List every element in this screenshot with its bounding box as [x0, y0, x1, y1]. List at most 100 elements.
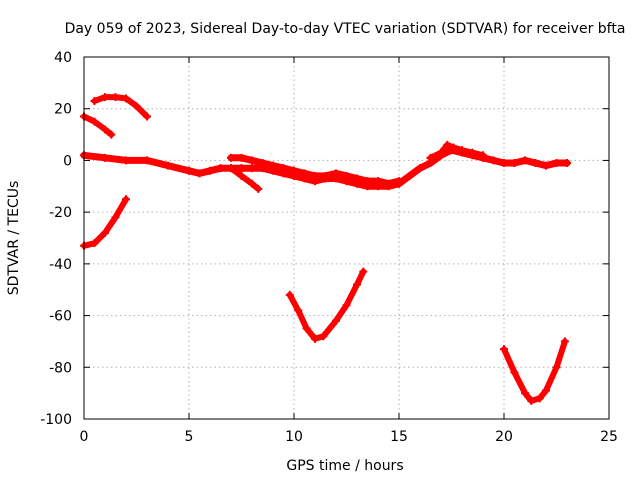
- plot-frame: [83, 56, 610, 420]
- chart-title: Day 059 of 2023, Sidereal Day-to-day VTE…: [65, 21, 626, 37]
- x-tick-label: 10: [285, 429, 303, 445]
- data-point: [500, 159, 508, 168]
- data-point: [269, 161, 277, 170]
- data-point: [542, 386, 550, 395]
- y-axis-label: SDTVAR / TECUs: [6, 181, 22, 296]
- data-point: [359, 267, 368, 276]
- data-point: [237, 164, 246, 173]
- data-point: [285, 290, 294, 299]
- x-tick-label: 5: [185, 429, 194, 445]
- data-point: [449, 143, 458, 152]
- data-point: [311, 171, 319, 180]
- series-track-early-decline: [81, 113, 115, 138]
- x-axis-label: GPS time / hours: [286, 458, 403, 474]
- x-tick-label: 15: [390, 429, 408, 445]
- axis-ticks: [83, 56, 610, 420]
- data-point: [353, 280, 361, 289]
- y-tick-label: 40: [54, 50, 72, 66]
- data-point: [395, 177, 403, 186]
- data-point: [258, 159, 267, 168]
- data-point: [468, 148, 477, 157]
- y-tick-label: -20: [49, 205, 72, 221]
- data-point: [185, 166, 193, 175]
- data-point: [363, 177, 372, 186]
- data-point: [143, 156, 151, 165]
- data-point: [426, 153, 435, 162]
- data-point: [405, 171, 414, 180]
- data-point: [510, 159, 519, 168]
- data-point: [248, 164, 256, 173]
- x-tick-labels: 0 5 10 15 20 25: [80, 429, 618, 445]
- data-point: [294, 306, 303, 315]
- series-track-21h-dip: [501, 338, 568, 404]
- data-point: [122, 195, 130, 204]
- data-point: [101, 153, 109, 162]
- y-tick-label: -60: [49, 309, 72, 325]
- y-tick-labels: -100 -80 -60 -40 -20 0 20 40: [40, 50, 72, 428]
- data-point: [510, 368, 519, 377]
- data-point: [527, 396, 536, 405]
- data-point: [332, 316, 340, 325]
- y-tick-label: -100: [40, 412, 72, 428]
- series-track-early-rise: [81, 196, 129, 249]
- data-point: [552, 159, 561, 168]
- data-point: [90, 239, 99, 248]
- data-point: [332, 169, 340, 178]
- grid: [84, 57, 609, 419]
- x-tick-label: 25: [600, 429, 618, 445]
- data-point: [101, 125, 109, 134]
- data-point: [521, 389, 529, 398]
- data-point: [237, 171, 246, 180]
- data-point: [311, 334, 319, 343]
- data-point: [248, 179, 256, 188]
- data-point: [237, 153, 246, 162]
- data-point: [90, 117, 99, 126]
- data-point: [458, 146, 466, 155]
- y-tick-label: -40: [49, 257, 72, 273]
- data-point: [374, 177, 382, 186]
- data-point: [164, 161, 172, 170]
- data-point: [542, 161, 550, 170]
- data-point: [535, 394, 544, 403]
- data-point: [227, 153, 235, 162]
- data-point: [90, 96, 99, 105]
- data-point: [353, 174, 361, 183]
- data-point: [531, 159, 540, 168]
- y-tick-label: 20: [54, 102, 72, 118]
- data-point: [216, 164, 225, 173]
- data-point: [384, 179, 393, 188]
- data-point: [479, 151, 487, 160]
- data-point: [290, 166, 298, 175]
- data-point: [111, 213, 120, 222]
- data-point: [143, 112, 151, 121]
- data-point: [500, 345, 508, 354]
- data-point: [552, 363, 561, 372]
- data-point: [437, 148, 445, 157]
- data-point: [489, 156, 498, 165]
- data-point: [342, 171, 351, 180]
- series-track-dip-7h: [228, 165, 262, 192]
- data-point: [101, 93, 109, 102]
- y-tick-label: 0: [63, 153, 72, 169]
- data-point: [195, 169, 204, 178]
- data-point: [563, 159, 571, 168]
- data-point: [227, 164, 235, 173]
- data-point: [107, 130, 116, 139]
- data-point: [443, 140, 452, 149]
- data-point: [319, 332, 328, 341]
- data-point: [342, 301, 351, 310]
- data-point: [111, 93, 120, 102]
- data-point: [206, 166, 214, 175]
- data-point: [248, 156, 256, 165]
- y-tick-label: -80: [49, 360, 72, 376]
- data-point: [300, 169, 309, 178]
- data-point: [521, 156, 529, 165]
- data-point: [254, 184, 263, 193]
- data-point: [302, 324, 311, 333]
- data-point: [279, 164, 288, 173]
- data-series: [80, 93, 571, 405]
- data-point: [101, 228, 109, 237]
- data-point: [122, 94, 130, 103]
- x-tick-label: 0: [80, 429, 89, 445]
